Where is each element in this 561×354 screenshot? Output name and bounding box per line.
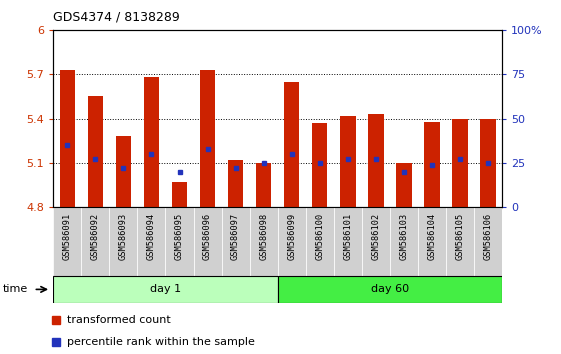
Text: GDS4374 / 8138289: GDS4374 / 8138289 (53, 11, 180, 24)
Bar (390, 207, 418, 276)
Bar (362, 207, 390, 276)
Bar (474, 207, 502, 276)
Bar (480, 119, 496, 207)
Text: GSM586097: GSM586097 (231, 213, 240, 260)
Bar (53, 276, 278, 303)
Bar (278, 207, 306, 276)
Bar (396, 163, 412, 207)
Bar (312, 123, 328, 207)
Bar (334, 207, 362, 276)
Text: GSM586102: GSM586102 (371, 213, 380, 260)
Text: GSM586103: GSM586103 (399, 213, 408, 260)
Text: GSM586106: GSM586106 (484, 213, 493, 260)
Bar (340, 116, 356, 207)
Bar (53, 207, 81, 276)
Bar (452, 119, 468, 207)
Text: GSM586094: GSM586094 (147, 213, 156, 260)
Bar (418, 207, 446, 276)
Text: transformed count: transformed count (67, 315, 171, 325)
Bar (81, 207, 109, 276)
Text: day 60: day 60 (371, 284, 409, 295)
Text: GSM586092: GSM586092 (91, 213, 100, 260)
Bar (222, 207, 250, 276)
Bar (228, 160, 243, 207)
Text: GSM586101: GSM586101 (343, 213, 352, 260)
Text: time: time (3, 284, 28, 295)
Text: GSM586096: GSM586096 (203, 213, 212, 260)
Bar (109, 207, 137, 276)
Bar (306, 207, 334, 276)
Bar (59, 70, 75, 207)
Bar (194, 207, 222, 276)
Bar (446, 207, 474, 276)
Bar (250, 207, 278, 276)
Bar (88, 97, 103, 207)
Text: GSM586104: GSM586104 (427, 213, 436, 260)
Bar (165, 207, 194, 276)
Bar (256, 163, 272, 207)
Text: GSM586091: GSM586091 (63, 213, 72, 260)
Bar (116, 136, 131, 207)
Bar (200, 70, 215, 207)
Text: GSM586099: GSM586099 (287, 213, 296, 260)
Bar (144, 77, 159, 207)
Bar (278, 276, 502, 303)
Bar (172, 182, 187, 207)
Text: GSM586098: GSM586098 (259, 213, 268, 260)
Bar (137, 207, 165, 276)
Text: percentile rank within the sample: percentile rank within the sample (67, 337, 255, 347)
Text: GSM586100: GSM586100 (315, 213, 324, 260)
Text: GSM586093: GSM586093 (119, 213, 128, 260)
Text: GSM586095: GSM586095 (175, 213, 184, 260)
Bar (284, 82, 300, 207)
Bar (424, 121, 440, 207)
Bar (368, 114, 384, 207)
Text: day 1: day 1 (150, 284, 181, 295)
Text: GSM586105: GSM586105 (456, 213, 465, 260)
